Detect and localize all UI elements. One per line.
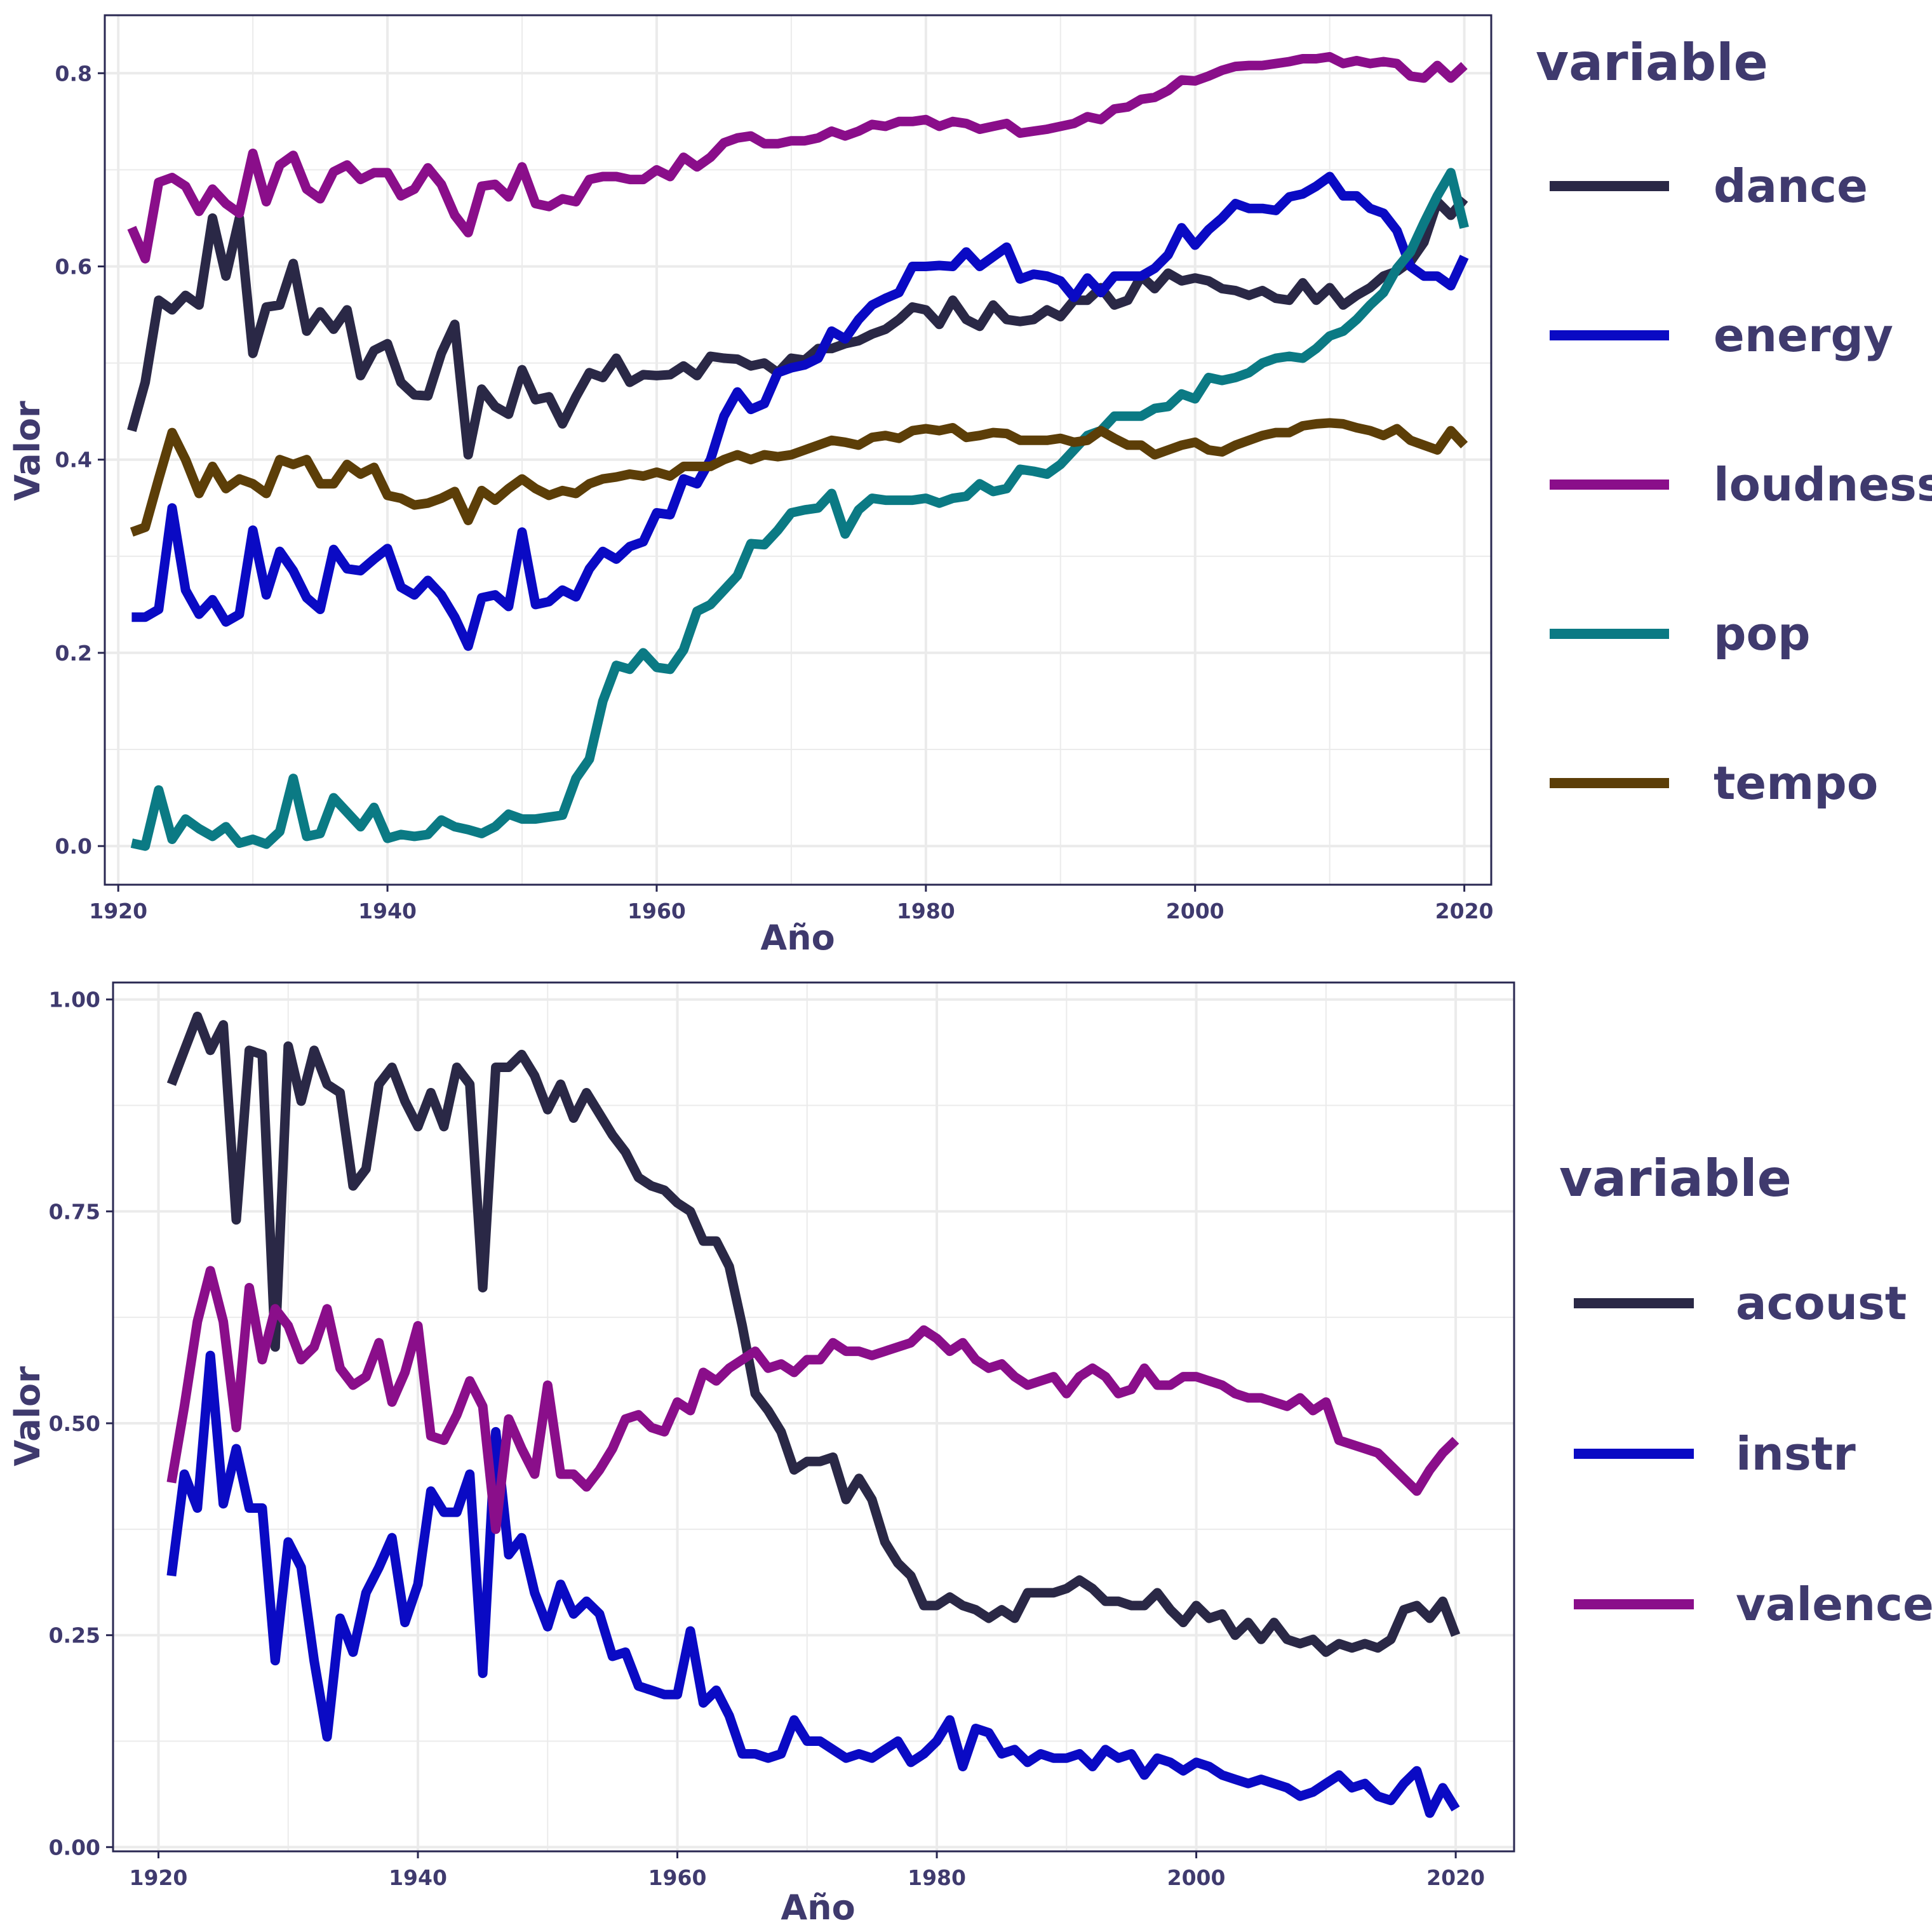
x-tick-label: 2000 <box>1167 1865 1226 1890</box>
y-tick-label: 0.0 <box>55 834 92 859</box>
x-tick-label: 1940 <box>389 1865 447 1890</box>
series-line-acoust <box>166 1011 1461 1657</box>
legend-label-tempo: tempo <box>1714 756 1878 810</box>
x-tick-label: 1960 <box>627 899 686 923</box>
y-axis-title: Valor <box>8 1366 48 1466</box>
y-tick-label: 0.8 <box>55 61 92 86</box>
legend-title: variable <box>1536 33 1768 92</box>
y-tick-label: 0.4 <box>55 448 92 473</box>
x-tick-label: 1920 <box>89 899 147 923</box>
legend-label-acoust: acoust <box>1736 1277 1907 1330</box>
y-tick-label: 1.00 <box>49 988 100 1012</box>
legend-title: variable <box>1559 1149 1792 1208</box>
series-line-instr <box>166 1350 1460 1818</box>
x-tick-label: 2000 <box>1166 899 1224 923</box>
y-tick-label: 0.50 <box>49 1411 100 1436</box>
x-axis-title: Año <box>760 918 835 958</box>
legend-label-pop: pop <box>1714 607 1811 661</box>
legend-label-dance: dance <box>1714 159 1868 213</box>
legend-label-instr: instr <box>1736 1427 1856 1480</box>
legend-2: variable acoust instr valence <box>1559 1149 1932 1631</box>
y-tick-label: 0.00 <box>49 1835 100 1860</box>
series-line-valence <box>166 1266 1459 1534</box>
x-tick-label: 1940 <box>358 899 417 923</box>
x-tick-label: 1960 <box>648 1865 707 1890</box>
legend-label-valence: valence <box>1736 1578 1932 1631</box>
x-tick-label: 2020 <box>1426 1865 1485 1890</box>
series-line-tempo <box>130 418 1468 537</box>
x-tick-label: 1920 <box>130 1865 188 1890</box>
legend-label-loudness: loudness <box>1714 458 1932 511</box>
y-axis-title: Valor <box>8 401 48 501</box>
series-line-energy <box>131 171 1469 651</box>
plot-frame <box>104 14 1493 886</box>
legend-label-energy: energy <box>1714 309 1893 362</box>
series-line-loudness <box>127 51 1468 264</box>
series-line-pop <box>130 168 1469 851</box>
y-tick-label: 0.6 <box>55 254 92 279</box>
series-line-dance <box>127 196 1468 460</box>
legend-1: variable dance energy loudness pop tempo <box>1536 33 1932 810</box>
x-tick-label: 1980 <box>897 899 955 923</box>
plot-frame <box>112 981 1515 1853</box>
y-tick-label: 0.2 <box>55 641 92 666</box>
chart-2: 1920 1940 1960 1980 2000 2020 0.00 0.25 0.50 0.75… <box>8 981 1932 1928</box>
x-tick-label: 2020 <box>1435 899 1494 923</box>
y-tick-label: 0.25 <box>49 1623 100 1648</box>
y-tick-label: 0.75 <box>49 1199 100 1224</box>
x-tick-label: 1980 <box>908 1865 966 1890</box>
chart-1: 1920 1940 1960 1980 2000 20200.00.20.40.60.8 … <box>8 14 1932 958</box>
x-axis-title: Año <box>781 1888 855 1928</box>
